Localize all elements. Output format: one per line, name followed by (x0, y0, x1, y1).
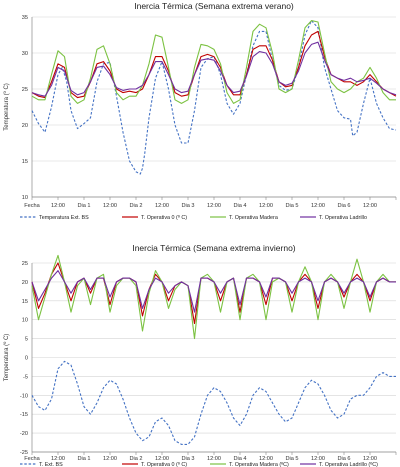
x-tick-label: 12:00 (103, 203, 117, 209)
x-tick-label: Dia 3 (181, 203, 194, 209)
legend-label: T. Operativa 0 (º C) (141, 462, 187, 467)
x-tick-label: Dia 4 (233, 456, 246, 462)
series-line-3 (31, 270, 396, 313)
y-tick-label: 30 (22, 51, 28, 57)
chart-title: Inercia Térmica (Semana extrema invierno… (132, 243, 295, 253)
y-tick-label: 15 (22, 299, 28, 305)
x-tick-label: Dia 1 (77, 456, 90, 462)
y-tick-label: -5 (23, 374, 28, 380)
legend-label: T. Operativa Madera (229, 215, 278, 221)
y-tick-label: 20 (22, 280, 28, 286)
series-line-0 (31, 360, 396, 445)
x-tick-label: Dia 1 (77, 203, 90, 209)
x-tick-label: Dia 6 (337, 456, 350, 462)
legend-label: T. Ext. BS (39, 462, 63, 467)
y-tick-label: -20 (20, 431, 28, 437)
y-tick-label: 5 (25, 337, 28, 343)
series-line-1 (31, 262, 396, 325)
series-line-3 (31, 41, 397, 97)
legend-label: T. Operativa Madera (ºC) (229, 462, 289, 467)
x-tick-label: 12:00 (103, 456, 117, 462)
y-axis-label: Temperatura (º C) (3, 83, 10, 131)
x-tick-label: Dia 2 (129, 203, 142, 209)
chart-title: Inercia Térmica (Semana extrema verano) (134, 1, 294, 11)
x-tick-label: 12:00 (207, 203, 221, 209)
x-tick-label: 12:00 (51, 456, 65, 462)
y-tick-label: 10 (22, 195, 28, 201)
series-line-0 (31, 20, 397, 175)
y-tick-label: -15 (20, 412, 28, 418)
y-tick-label: -25 (20, 450, 28, 456)
x-tick-label: 12:00 (363, 203, 377, 209)
x-tick-label: 12:00 (155, 203, 169, 209)
x-tick-label: 12:00 (363, 456, 377, 462)
y-axis-label: Temperatura (º C) (3, 334, 10, 382)
x-tick-label: Dia 3 (181, 456, 194, 462)
y-tick-label: 35 (22, 15, 28, 21)
x-tick-label: 12:00 (155, 456, 169, 462)
y-tick-label: 10 (22, 318, 28, 324)
x-tick-label: 12:00 (311, 456, 325, 462)
series-line-2 (31, 254, 396, 340)
x-tick-label: 12:00 (207, 456, 221, 462)
legend-label: Temperatura Ext. BS (39, 215, 89, 221)
y-tick-label: 25 (22, 87, 28, 93)
x-tick-label: Fecha (24, 203, 40, 209)
y-tick-label: 20 (22, 123, 28, 129)
y-tick-label: 0 (25, 356, 28, 362)
x-tick-label: 12:00 (259, 203, 273, 209)
x-tick-label: Dia 2 (129, 456, 142, 462)
x-tick-label: Dia 5 (285, 203, 298, 209)
series-line-2 (31, 20, 396, 104)
y-tick-label: 15 (22, 159, 28, 165)
x-tick-label: Dia 5 (285, 456, 298, 462)
x-tick-label: Dia 6 (337, 203, 350, 209)
legend-label: T. Operativa 0 (º C) (141, 215, 187, 221)
legend-label: T. Operativa Ladrillo (319, 215, 367, 221)
legend-label: T. Operativa Ladrillo (ºC) (319, 462, 378, 467)
x-tick-label: 12:00 (311, 203, 325, 209)
y-tick-label: 25 (22, 261, 28, 267)
x-tick-label: Fecha (24, 456, 40, 462)
y-tick-label: -10 (20, 393, 28, 399)
x-tick-label: Dia 4 (233, 203, 246, 209)
x-tick-label: 12:00 (259, 456, 273, 462)
x-tick-label: 12:00 (51, 203, 65, 209)
